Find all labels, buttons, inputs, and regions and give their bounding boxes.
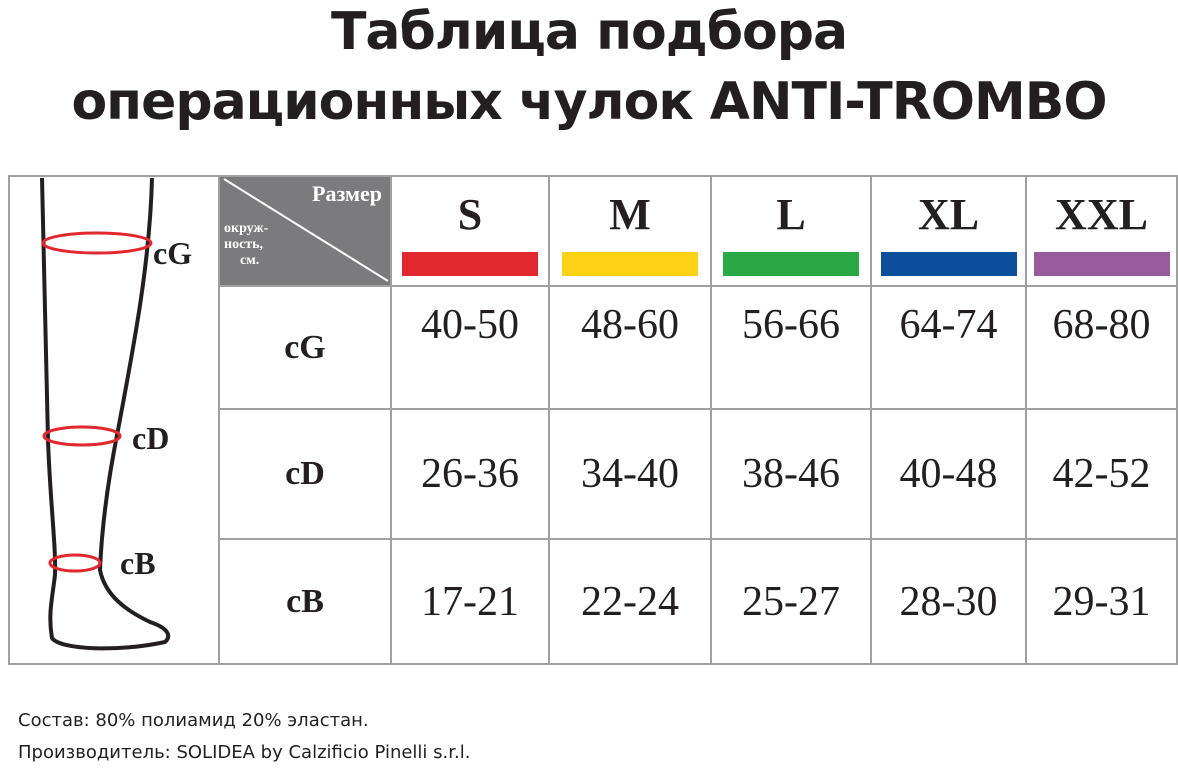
range-cell: 48-60	[548, 285, 712, 410]
title-line: Таблица подбора	[330, 2, 848, 62]
range-cell: 22-24	[548, 538, 712, 665]
range-cell: 68-80	[1025, 285, 1178, 410]
range-cell: 40-50	[390, 285, 550, 410]
size-label: XXL	[1055, 190, 1148, 239]
range-cell: 56-66	[710, 285, 872, 410]
size-label: L	[776, 190, 806, 239]
size-header: XL	[870, 175, 1027, 287]
range-cell: 29-31	[1025, 538, 1178, 665]
ring	[42, 425, 122, 447]
size-header: L	[710, 175, 872, 287]
range-cell: 34-40	[548, 408, 712, 540]
color-bar	[723, 252, 859, 276]
footer-line: Производитель: SOLIDEA by Calzificio Pin…	[18, 742, 471, 763]
range-cell: 25-27	[710, 538, 872, 665]
size-label: S	[457, 190, 483, 239]
range-cell: 64-74	[870, 285, 1027, 410]
corner-line: ность,	[224, 237, 264, 252]
leg-label: cD	[132, 420, 170, 456]
diagonal	[223, 178, 389, 282]
color-bar	[880, 252, 1017, 276]
row-label: cD	[218, 408, 392, 540]
size-label: XL	[917, 190, 980, 239]
ring	[41, 231, 153, 255]
range-cell: 40-48	[870, 408, 1027, 540]
ring	[48, 553, 102, 573]
range-cell: 28-30	[870, 538, 1027, 665]
range-cell: 26-36	[390, 408, 550, 540]
corner-cell: Размер окруж- ность, см.	[218, 175, 392, 287]
color-bar	[562, 252, 698, 276]
leg-label: cB	[120, 545, 156, 581]
footer-line: Состав: 80% полиамид 20% эластан.	[18, 710, 369, 731]
leg-illustration	[40, 177, 171, 651]
corner-top: Размер	[312, 181, 382, 206]
corner-bottom: окруж- ность, см.	[224, 221, 268, 269]
size-header: M	[548, 175, 712, 287]
size-label: M	[609, 190, 651, 239]
range-cell: 42-52	[1025, 408, 1178, 540]
corner-line: окруж-	[224, 221, 269, 236]
corner-line: см.	[240, 253, 260, 268]
title-line: операционных чулок ANTI-TROMBO	[71, 72, 1107, 132]
row-label: cB	[218, 538, 392, 665]
color-bar	[1033, 252, 1170, 276]
size-header: S	[390, 175, 550, 287]
color-bar	[402, 252, 538, 276]
range-cell: 38-46	[710, 408, 872, 540]
size-header: XXL	[1025, 175, 1178, 287]
row-label: cG	[218, 285, 392, 410]
leg-label: cG	[153, 235, 193, 271]
range-cell: 17-21	[390, 538, 550, 665]
